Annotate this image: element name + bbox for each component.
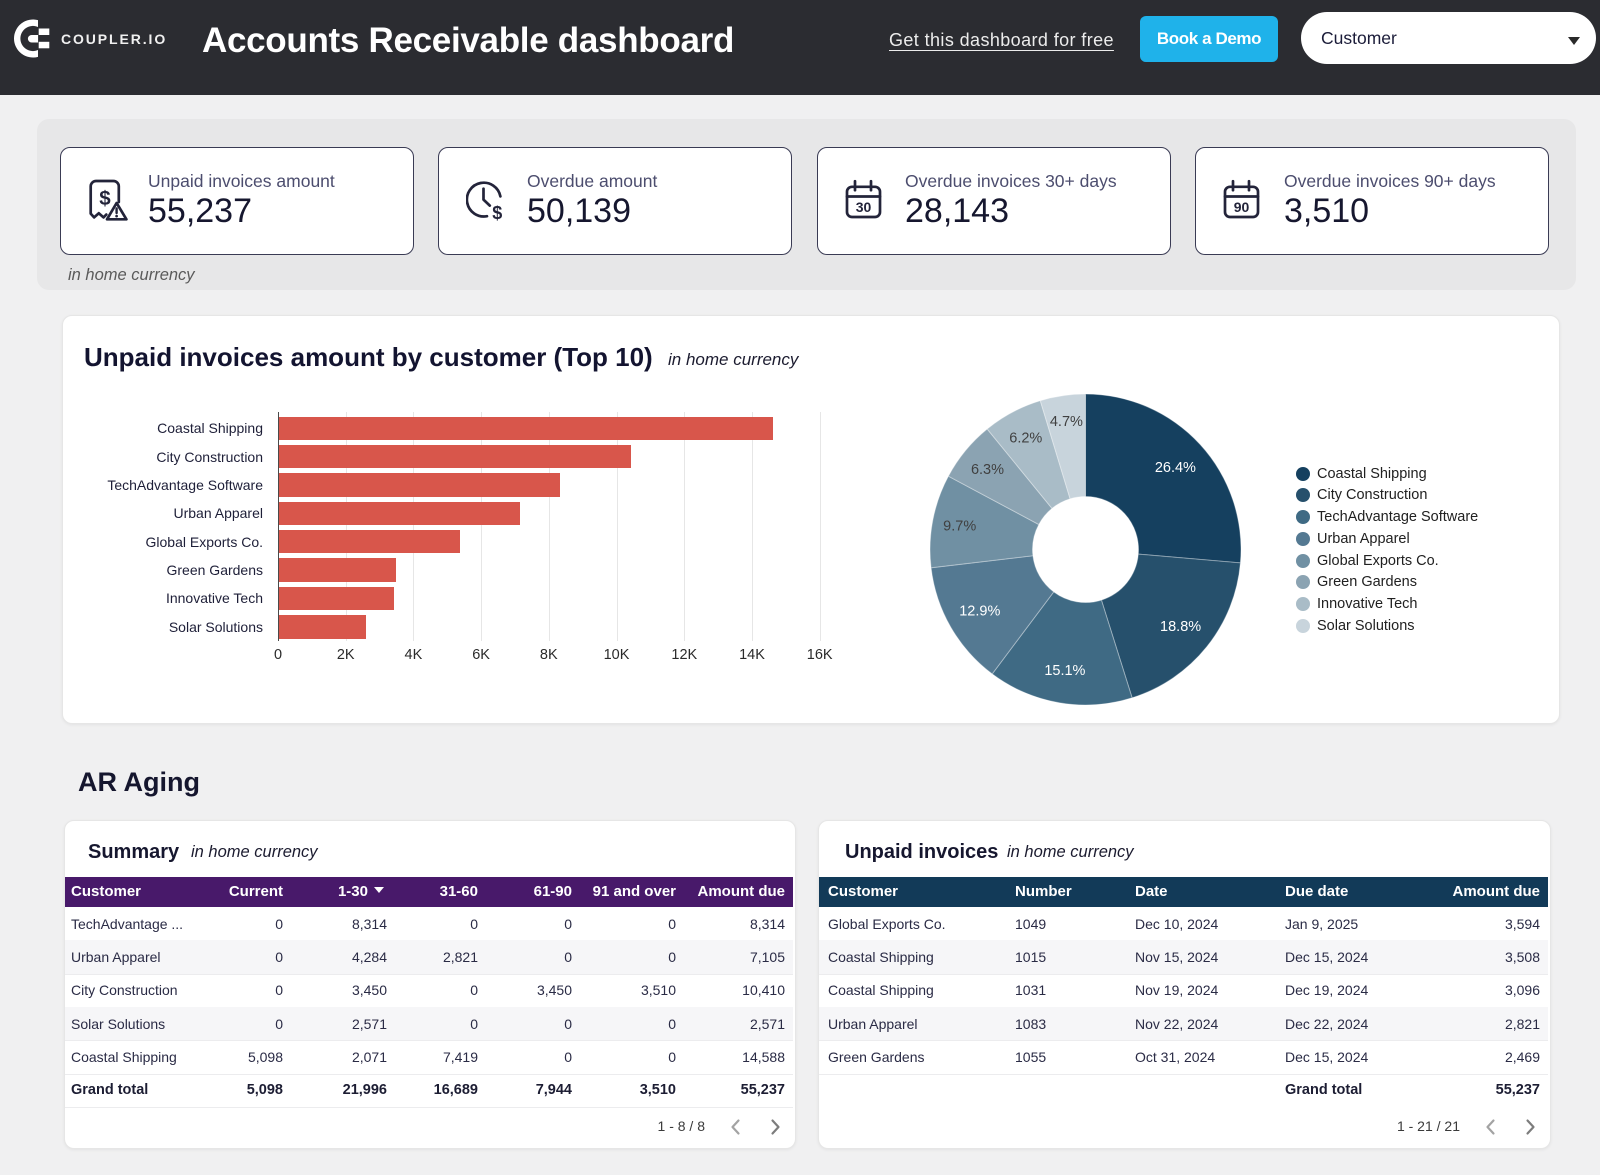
svg-text:9.7%: 9.7%: [943, 519, 976, 535]
svg-text:26.4%: 26.4%: [1155, 460, 1196, 476]
svg-text:6.3%: 6.3%: [971, 462, 1004, 478]
svg-text:$: $: [99, 187, 111, 210]
svg-text:18.8%: 18.8%: [1160, 619, 1201, 635]
svg-text:30: 30: [856, 199, 872, 215]
svg-text:$: $: [492, 203, 502, 221]
svg-text:15.1%: 15.1%: [1044, 663, 1085, 679]
svg-text:12.9%: 12.9%: [959, 603, 1000, 619]
svg-text:6.2%: 6.2%: [1009, 430, 1042, 446]
svg-text:90: 90: [1234, 199, 1250, 215]
svg-text:4.7%: 4.7%: [1050, 414, 1083, 430]
